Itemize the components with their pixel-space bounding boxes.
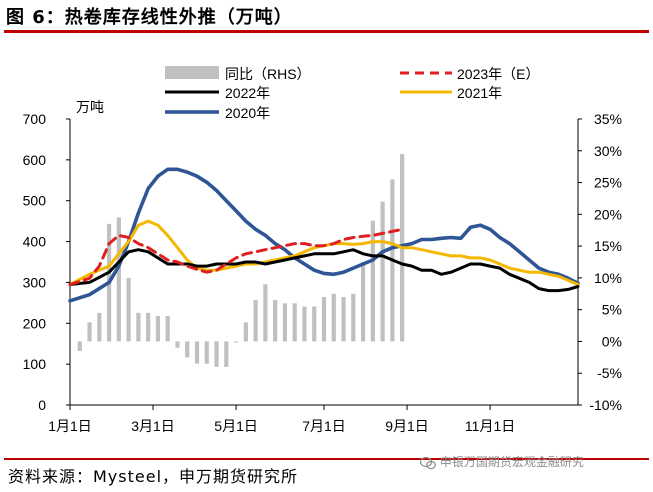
x-tick-label: 5月1日 <box>214 418 258 434</box>
yoy-bar <box>77 341 82 351</box>
yoy-bar <box>331 293 336 342</box>
legend-swatch-yoy <box>165 66 219 79</box>
yoy-bar <box>194 341 200 364</box>
y2-tick-label: 20% <box>594 206 622 222</box>
legend-label-2022: 2022年 <box>225 85 270 101</box>
yoy-bar <box>224 341 229 367</box>
yoy-bar <box>87 322 92 342</box>
yoy-bar <box>116 217 121 342</box>
y-axis-unit: 万吨 <box>76 99 104 115</box>
title-bar: 图 6：热卷库存线性外推（万吨） <box>0 0 653 33</box>
y2-tick-label: 0% <box>602 333 622 349</box>
series-line-y2022 <box>68 248 580 293</box>
x-tick-label: 3月1日 <box>131 418 175 434</box>
y2-tick-label: -10% <box>589 397 622 413</box>
yoy-bar <box>253 300 258 342</box>
y-tick-label: 0 <box>38 397 46 413</box>
y2-tick-label: 15% <box>594 238 622 254</box>
legend-label-yoy: 同比（RHS） <box>225 66 311 82</box>
y2-tick-label: 30% <box>594 143 622 159</box>
legend-label-2020: 2020年 <box>225 105 270 121</box>
legend-label-2021: 2021年 <box>457 85 502 101</box>
y2-tick-label: -5% <box>597 365 622 381</box>
yoy-bar <box>233 341 239 343</box>
legend-label-2023e: 2023年（E） <box>457 66 539 82</box>
y-tick-label: 500 <box>23 193 47 209</box>
y-tick-label: 400 <box>23 234 47 250</box>
yoy-bar <box>204 341 209 364</box>
y2-tick-label: 10% <box>594 270 622 286</box>
chart-title: 图 6：热卷库存线性外推（万吨） <box>6 7 293 28</box>
x-tick-label: 1月1日 <box>48 418 92 434</box>
yoy-bar <box>243 322 248 342</box>
yoy-bar <box>185 341 190 358</box>
yoy-bar <box>292 303 297 342</box>
yoy-bar <box>351 293 356 342</box>
chart-svg: 0 100 200 300 400 500 600 700 -10% -5% 0% 5% 10% 15% 2… <box>23 66 622 434</box>
yoy-bar <box>126 277 131 342</box>
y-tick-label: 600 <box>23 152 47 168</box>
yoy-bar <box>360 262 366 342</box>
watermark: 申银万国期货宏观金融研究 <box>420 453 584 470</box>
y-tick-label: 200 <box>23 315 47 331</box>
yoy-bar <box>273 300 278 342</box>
y-tick-label: 300 <box>23 274 47 290</box>
yoy-bar <box>282 303 288 342</box>
watermark-text: 申银万国期货宏观金融研究 <box>439 455 584 469</box>
x-tick-label: 9月1日 <box>385 418 429 434</box>
yoy-bar <box>97 312 102 342</box>
y-tick-label: 700 <box>23 111 47 127</box>
x-tick-label: 7月1日 <box>302 418 346 434</box>
title-divider <box>4 30 649 33</box>
series-line-y2020 <box>68 167 580 303</box>
yoy-bar <box>146 312 151 342</box>
yoy-bar <box>155 316 161 342</box>
y2-tick-label: 5% <box>602 302 622 318</box>
series-line-y2023e <box>68 227 404 286</box>
x-tick-label: 11月1日 <box>465 418 515 434</box>
y2-tick-label: 35% <box>594 111 622 127</box>
y-tick-label: 100 <box>23 356 47 372</box>
yoy-bar <box>175 341 180 348</box>
yoy-bar <box>312 306 317 342</box>
yoy-bar <box>165 316 170 342</box>
footer-divider <box>4 458 649 460</box>
chart-area: 0 100 200 300 400 500 600 700 -10% -5% 0% 5% 10% 15% 2… <box>0 36 653 456</box>
yoy-bar <box>302 306 307 342</box>
yoy-bar <box>380 201 385 342</box>
yoy-bar <box>321 296 327 342</box>
wechat-icon <box>420 456 436 469</box>
yoy-bar <box>214 341 219 367</box>
yoy-bar <box>341 296 346 342</box>
y2-tick-label: 25% <box>594 175 622 191</box>
yoy-bar <box>263 284 268 342</box>
yoy-bar <box>136 312 141 342</box>
yoy-bar <box>370 220 375 342</box>
source-note: 资料来源：Mysteel，申万期货研究所 <box>8 467 299 486</box>
